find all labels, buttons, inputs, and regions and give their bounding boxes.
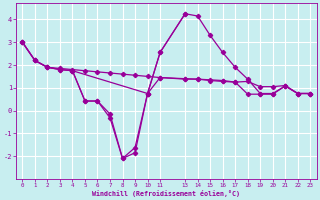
- X-axis label: Windchill (Refroidissement éolien,°C): Windchill (Refroidissement éolien,°C): [92, 190, 240, 197]
